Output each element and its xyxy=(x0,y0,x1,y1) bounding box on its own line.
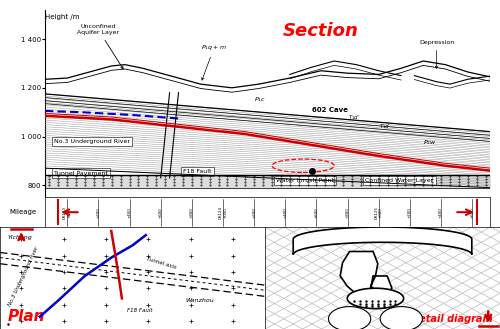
Text: +200: +200 xyxy=(96,207,100,217)
Text: F18 Fault: F18 Fault xyxy=(350,256,363,285)
Text: DK124
+000: DK124 +000 xyxy=(218,206,228,219)
Text: +200: +200 xyxy=(408,207,412,217)
Text: DK123
+000: DK123 +000 xyxy=(63,206,72,219)
Polygon shape xyxy=(293,227,472,255)
Text: Unconfined
Aquifer Layer: Unconfined Aquifer Layer xyxy=(78,24,123,69)
Text: +800: +800 xyxy=(190,207,194,217)
Text: Water Inrush Point: Water Inrush Point xyxy=(276,178,334,183)
Polygon shape xyxy=(348,288,404,309)
Text: 602Cave: 602Cave xyxy=(358,293,392,299)
Text: Tunnel Pavement: Tunnel Pavement xyxy=(54,170,108,176)
Polygon shape xyxy=(340,251,392,294)
Text: +400: +400 xyxy=(128,207,132,217)
Text: $T_1d$: $T_1d$ xyxy=(379,122,390,131)
Text: F18 Fault: F18 Fault xyxy=(183,169,212,174)
Text: Depression: Depression xyxy=(419,40,454,68)
Text: +400: +400 xyxy=(284,207,288,217)
Text: +800: +800 xyxy=(346,207,350,217)
Text: Mileage: Mileage xyxy=(9,209,36,215)
Text: Confined Water Layer: Confined Water Layer xyxy=(366,178,434,183)
Text: +200: +200 xyxy=(252,207,256,217)
Text: F18 Fault: F18 Fault xyxy=(127,308,152,313)
Text: I: I xyxy=(400,316,402,322)
Text: Detail diagram: Detail diagram xyxy=(412,314,493,324)
Text: 602 Cave: 602 Cave xyxy=(312,107,348,113)
Text: No.3 Underground river: No.3 Underground river xyxy=(346,237,420,242)
Text: No.3 Underground River: No.3 Underground River xyxy=(54,139,130,144)
Text: Wanzhou: Wanzhou xyxy=(186,298,214,303)
Text: II: II xyxy=(348,316,352,321)
Text: $P_1q+m$: $P_1q+m$ xyxy=(201,43,227,80)
Text: Section: Section xyxy=(283,22,359,40)
Text: No.3 Underground river: No.3 Underground river xyxy=(8,245,40,307)
Text: Yichang: Yichang xyxy=(8,235,32,240)
Text: $P_2w$: $P_2w$ xyxy=(423,138,437,147)
Text: +600: +600 xyxy=(314,207,318,217)
Text: Tunnel axis: Tunnel axis xyxy=(146,256,177,270)
Text: Height /m: Height /m xyxy=(44,13,79,19)
Text: +400: +400 xyxy=(439,207,443,217)
Text: +600: +600 xyxy=(470,207,474,217)
Text: DK125
+000: DK125 +000 xyxy=(374,206,383,219)
Text: Plan: Plan xyxy=(8,309,46,324)
Polygon shape xyxy=(328,307,371,329)
Text: +600: +600 xyxy=(158,207,162,217)
Polygon shape xyxy=(45,94,490,188)
Text: $P_1c$: $P_1c$ xyxy=(254,95,266,104)
Text: $T_1d^,$: $T_1d^,$ xyxy=(348,114,360,122)
Polygon shape xyxy=(380,307,422,329)
